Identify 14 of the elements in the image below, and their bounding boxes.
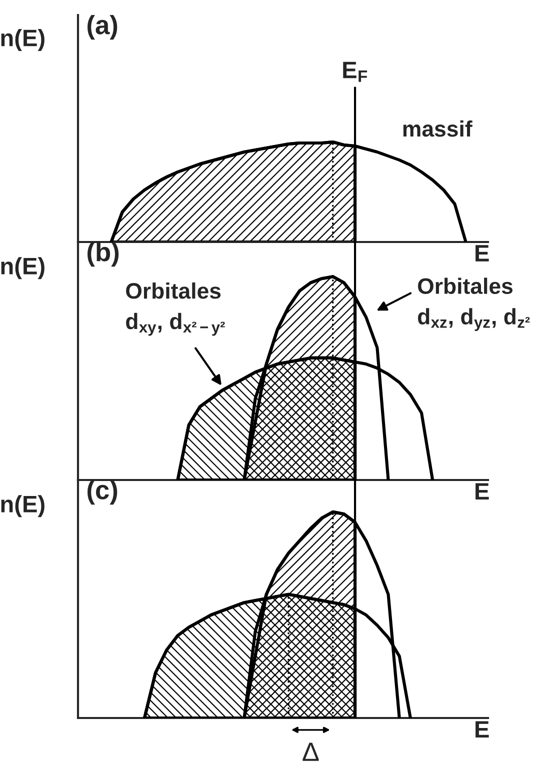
annotation: Orbitales d$_{xz}$, d$_{yz}$, d$_{z²}$ [418, 278, 530, 331]
x-axis-title: E [476, 721, 489, 738]
text: E$_{F}$ [343, 62, 368, 82]
x-axis-title: E [476, 245, 489, 262]
chart-title: (a) [88, 15, 118, 40]
text: Δ [302, 742, 319, 761]
x-axis-title: E [476, 483, 489, 500]
chart-title: (c) [88, 480, 118, 505]
chart-title: (b) [88, 242, 119, 267]
annotation: Orbitales d$_{xy}$, d$_{x²−y²}$ [126, 282, 225, 336]
y-axis-title: n(E) [1, 28, 44, 51]
y-axis-title: n(E) [1, 495, 44, 518]
y-axis-title: n(E) [1, 257, 44, 280]
text: massif [403, 120, 472, 137]
